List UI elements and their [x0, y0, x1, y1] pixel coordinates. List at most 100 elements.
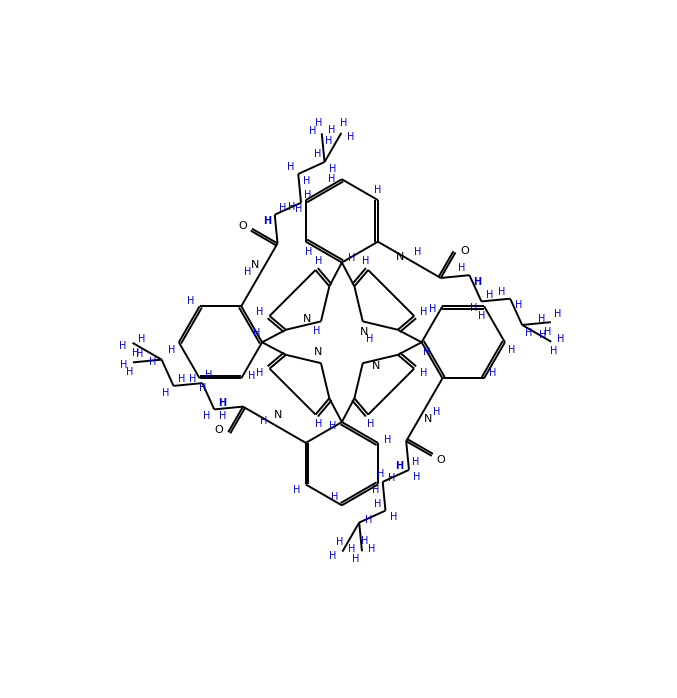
Text: H: H — [325, 136, 332, 147]
Text: H: H — [162, 387, 169, 398]
Text: H: H — [347, 132, 354, 142]
Text: H: H — [377, 470, 385, 480]
Text: H: H — [414, 472, 420, 482]
Text: H: H — [313, 327, 321, 336]
Text: H: H — [288, 202, 295, 211]
Text: N: N — [303, 313, 311, 324]
Text: H: H — [478, 311, 485, 321]
Text: N: N — [314, 348, 322, 357]
Text: N: N — [360, 327, 368, 337]
Text: H: H — [367, 419, 374, 429]
Text: H: H — [257, 368, 264, 378]
Text: H: H — [473, 277, 481, 287]
Text: H: H — [169, 346, 176, 355]
Text: H: H — [458, 263, 465, 274]
Text: H: H — [433, 408, 440, 417]
Text: H: H — [550, 346, 558, 356]
Text: N: N — [274, 410, 282, 420]
Text: O: O — [460, 246, 469, 256]
Text: H: H — [136, 349, 144, 359]
Text: H: H — [295, 204, 303, 214]
Text: N: N — [372, 361, 380, 371]
Text: H: H — [305, 247, 313, 257]
Text: H: H — [390, 512, 397, 522]
Text: H: H — [138, 334, 146, 344]
Text: H: H — [336, 537, 343, 547]
Text: H: H — [429, 304, 436, 314]
Text: H: H — [351, 554, 359, 565]
Text: H: H — [119, 341, 127, 350]
Text: H: H — [540, 330, 547, 340]
Text: H: H — [260, 416, 267, 426]
Text: H: H — [412, 456, 419, 467]
Text: H: H — [341, 118, 348, 128]
Text: H: H — [544, 327, 552, 336]
Text: H: H — [328, 125, 336, 135]
Text: H: H — [218, 398, 226, 408]
Text: H: H — [489, 368, 496, 378]
Text: H: H — [366, 334, 373, 344]
Text: H: H — [368, 544, 375, 554]
Text: H: H — [554, 309, 561, 319]
Text: O: O — [437, 455, 445, 465]
Text: H: H — [293, 485, 301, 495]
Text: H: H — [127, 367, 134, 378]
Text: H: H — [374, 185, 382, 195]
Text: H: H — [253, 328, 261, 338]
Text: H: H — [131, 348, 139, 358]
Text: H: H — [244, 267, 251, 277]
Text: H: H — [257, 307, 264, 317]
Text: H: H — [508, 346, 515, 355]
Text: H: H — [423, 347, 431, 357]
Text: H: H — [329, 551, 336, 560]
Text: H: H — [178, 374, 185, 384]
Text: H: H — [189, 374, 196, 384]
Text: H: H — [202, 411, 210, 421]
Text: H: H — [348, 544, 355, 554]
Text: H: H — [219, 411, 226, 421]
Text: H: H — [525, 328, 533, 338]
Text: H: H — [365, 515, 372, 525]
Text: H: H — [498, 287, 506, 297]
Text: H: H — [304, 190, 311, 200]
Text: H: H — [414, 247, 421, 257]
Text: H: H — [315, 118, 323, 128]
Text: H: H — [538, 315, 545, 325]
Text: H: H — [557, 334, 565, 344]
Text: H: H — [248, 371, 255, 380]
Text: H: H — [286, 162, 294, 172]
Text: H: H — [315, 419, 322, 429]
Text: H: H — [188, 296, 194, 306]
Text: N: N — [424, 414, 433, 424]
Text: H: H — [328, 174, 336, 184]
Text: H: H — [374, 499, 381, 509]
Text: H: H — [361, 536, 368, 547]
Text: H: H — [389, 473, 396, 483]
Text: H: H — [347, 253, 355, 263]
Text: H: H — [372, 485, 380, 495]
Text: H: H — [279, 203, 286, 213]
Text: H: H — [263, 216, 271, 226]
Text: H: H — [362, 255, 369, 266]
Text: H: H — [148, 357, 156, 367]
Text: H: H — [329, 164, 336, 174]
Text: H: H — [314, 149, 322, 159]
Text: H: H — [332, 492, 338, 503]
Text: H: H — [120, 360, 127, 370]
Text: H: H — [329, 421, 336, 431]
Text: H: H — [309, 126, 316, 135]
Text: N: N — [396, 252, 404, 262]
Text: H: H — [315, 255, 322, 266]
Text: H: H — [395, 461, 403, 471]
Text: O: O — [238, 221, 247, 231]
Text: H: H — [420, 368, 427, 378]
Text: O: O — [215, 424, 223, 435]
Text: H: H — [385, 435, 392, 445]
Text: H: H — [420, 307, 427, 317]
Text: H: H — [515, 300, 522, 311]
Text: N: N — [251, 260, 259, 270]
Text: H: H — [470, 303, 477, 313]
Text: H: H — [198, 383, 206, 394]
Text: H: H — [205, 370, 213, 380]
Text: H: H — [303, 176, 310, 186]
